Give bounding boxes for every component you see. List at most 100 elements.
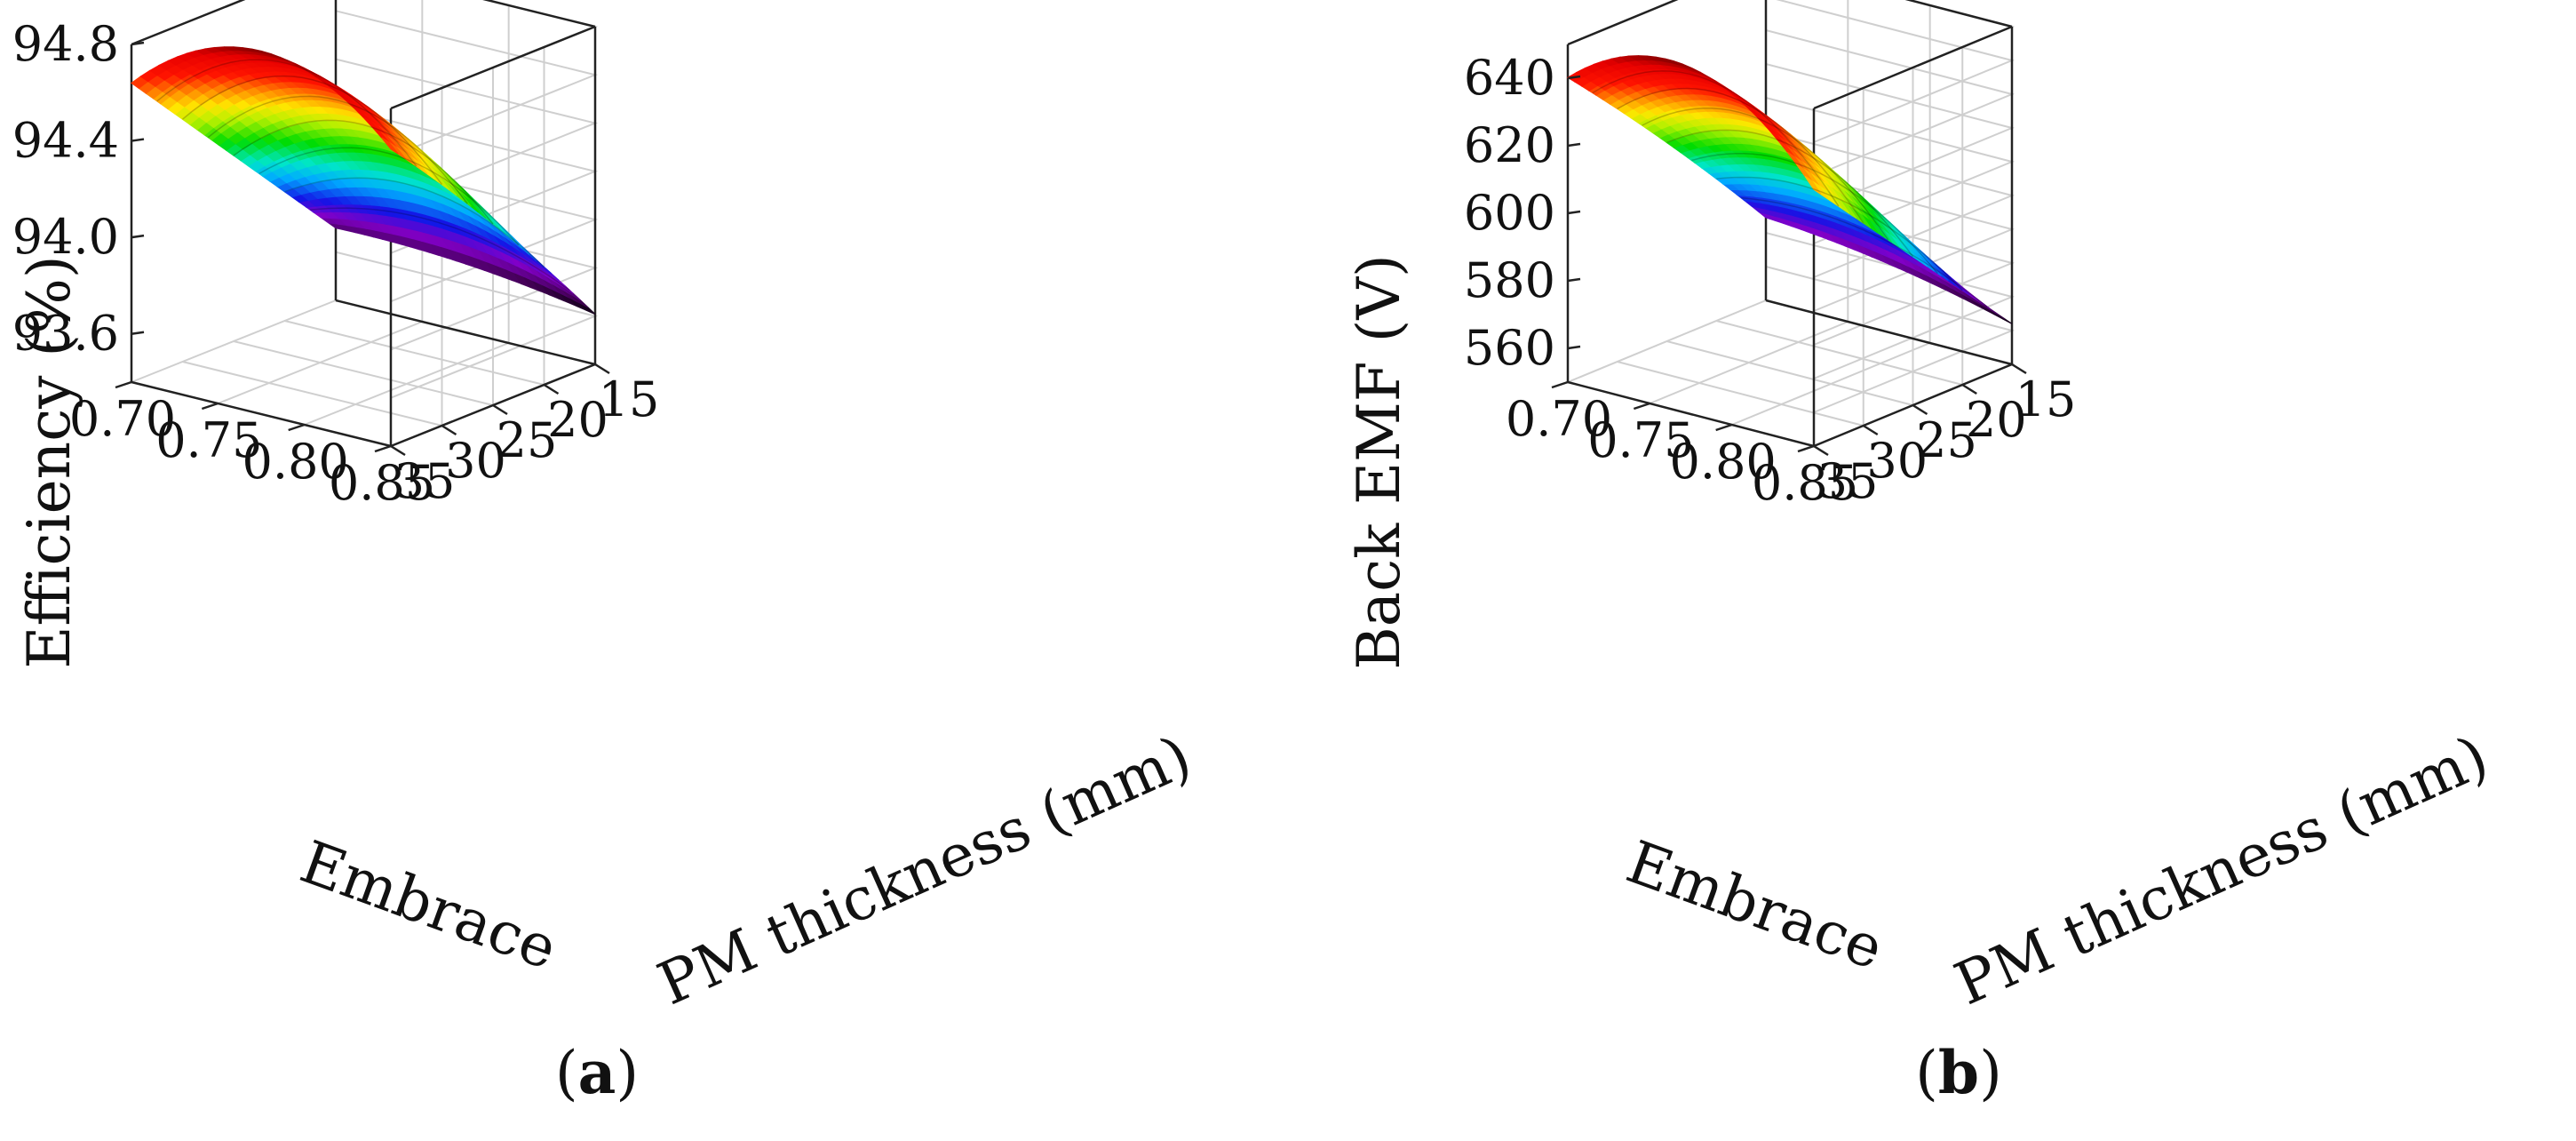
chart-panel-a: 93.6 94.0 94.4 94.8 0.700.750.800.85 15202530… xyxy=(12,0,1201,1107)
y-tick-label: 25 xyxy=(497,412,558,468)
y-tick-label: 25 xyxy=(1916,412,1977,468)
chart-a-ticks: 93.6 94.0 94.4 94.8 0.700.750.800.85 15202530… xyxy=(12,16,660,511)
z-tick-label: 580 xyxy=(1464,252,1555,308)
z-tick-label: 640 xyxy=(1464,50,1555,106)
surface-contour xyxy=(258,147,520,246)
y-tick-mark xyxy=(2011,363,2027,375)
y-tick-label: 15 xyxy=(599,371,660,427)
x-tick-label: 0.75 xyxy=(1587,412,1694,468)
y-tick-mark xyxy=(543,383,560,395)
chart-b-xlabel: Embrace xyxy=(1618,827,1892,983)
x-tick-label: 0.85 xyxy=(329,455,435,511)
z-tick-label: 93.6 xyxy=(12,306,119,362)
surface-contour xyxy=(182,75,443,186)
y-tick-mark xyxy=(492,403,508,416)
floor-gridline xyxy=(1715,320,1963,386)
axis-line xyxy=(1765,299,2013,366)
z-tick-mark xyxy=(1567,277,1581,283)
floor-gridline xyxy=(182,361,442,427)
axis-line xyxy=(1904,0,2013,28)
chart-panel-b: 560 580 600 620 640 0.700.750.800.85 152025303… xyxy=(1345,0,2498,1107)
surface-contour xyxy=(1741,196,1988,308)
axis-line xyxy=(1567,380,1815,448)
panel-label-b: (b) xyxy=(1915,1038,2002,1107)
wall-gridline xyxy=(1776,0,2015,143)
y-tick-label: 35 xyxy=(1817,453,1879,509)
x-tick-mark xyxy=(374,444,392,453)
axis-line xyxy=(390,25,596,110)
z-tick-mark xyxy=(1567,210,1581,215)
x-tick-mark xyxy=(1715,423,1733,432)
chart-b-ticks: 560 580 600 620 640 0.700.750.800.85 152025303… xyxy=(1464,50,2076,511)
z-tick-label: 560 xyxy=(1464,320,1555,376)
z-tick-mark xyxy=(1567,142,1581,148)
floor-gridline xyxy=(284,320,545,386)
floor-gridline xyxy=(233,340,494,406)
z-tick-label: 94.4 xyxy=(12,113,119,169)
surface-contour xyxy=(1666,129,1914,258)
y-tick-mark xyxy=(390,444,406,457)
x-tick-label: 0.80 xyxy=(242,434,349,490)
surface-contour xyxy=(233,119,494,225)
y-tick-mark xyxy=(1912,403,1928,416)
x-tick-label: 0.70 xyxy=(69,391,176,447)
x-tick-mark xyxy=(1551,380,1569,389)
chart-b-surface xyxy=(1566,55,2013,324)
chart-b-zlabel: Back EMF (V) xyxy=(1345,254,1413,669)
surface-contour xyxy=(1617,87,1864,224)
x-tick-label: 0.85 xyxy=(1752,455,1858,511)
z-tick-mark xyxy=(1567,345,1581,350)
y-tick-label: 30 xyxy=(445,433,506,489)
axis-line xyxy=(131,380,392,448)
x-tick-mark xyxy=(201,402,219,411)
z-tick-mark xyxy=(131,331,145,335)
z-tick-label: 620 xyxy=(1464,117,1555,173)
y-tick-label: 15 xyxy=(2015,371,2077,427)
y-tick-label: 20 xyxy=(1966,392,2027,448)
z-tick-label: 94.0 xyxy=(12,209,119,265)
surface-contour xyxy=(1592,70,1840,207)
chart-b-ylabel: PM thickness (mm) xyxy=(1945,722,2498,1019)
axis-line xyxy=(482,0,596,28)
axis-line xyxy=(1813,25,2013,110)
y-tick-mark xyxy=(1961,383,1977,395)
x-tick-mark xyxy=(1633,402,1650,411)
z-tick-mark xyxy=(1567,75,1581,80)
floor-gridline xyxy=(1666,340,1913,406)
chart-a-surface xyxy=(130,46,596,315)
surface-contour xyxy=(207,95,468,204)
chart-a-zlabel: Efficiency (%) xyxy=(15,255,83,668)
z-tick-label: 94.8 xyxy=(12,16,119,72)
z-tick-mark xyxy=(131,234,145,239)
axis-line xyxy=(335,299,596,366)
surface-patch xyxy=(1804,175,1822,195)
chart-a-ylabel: PM thickness (mm) xyxy=(648,722,1201,1019)
x-tick-label: 0.75 xyxy=(155,412,262,468)
x-tick-label: 0.80 xyxy=(1670,434,1777,490)
chart-b-grid xyxy=(1566,0,2015,448)
y-tick-label: 30 xyxy=(1866,433,1928,489)
floor-gridline xyxy=(1617,361,1864,427)
y-tick-mark xyxy=(441,424,457,436)
surface-patch xyxy=(381,137,399,155)
y-tick-mark xyxy=(594,363,610,375)
chart-a-xlabel: Embrace xyxy=(292,827,566,983)
surface-contour xyxy=(156,59,417,167)
x-tick-mark xyxy=(1797,444,1815,453)
surface-contour xyxy=(284,177,545,268)
x-tick-label: 0.70 xyxy=(1506,391,1612,447)
y-tick-mark xyxy=(1863,424,1879,436)
x-tick-mark xyxy=(115,380,132,389)
surface-contour xyxy=(310,207,570,291)
y-tick-label: 35 xyxy=(394,453,456,509)
panel-label-a: (a) xyxy=(555,1038,639,1107)
axis-line xyxy=(131,0,246,46)
surface-contour xyxy=(1716,176,1963,291)
y-tick-mark xyxy=(1813,444,1829,457)
y-tick-label: 20 xyxy=(547,392,608,448)
surface-contour xyxy=(1691,152,1938,275)
x-tick-mark xyxy=(288,423,306,432)
axis-line xyxy=(1567,0,1679,46)
